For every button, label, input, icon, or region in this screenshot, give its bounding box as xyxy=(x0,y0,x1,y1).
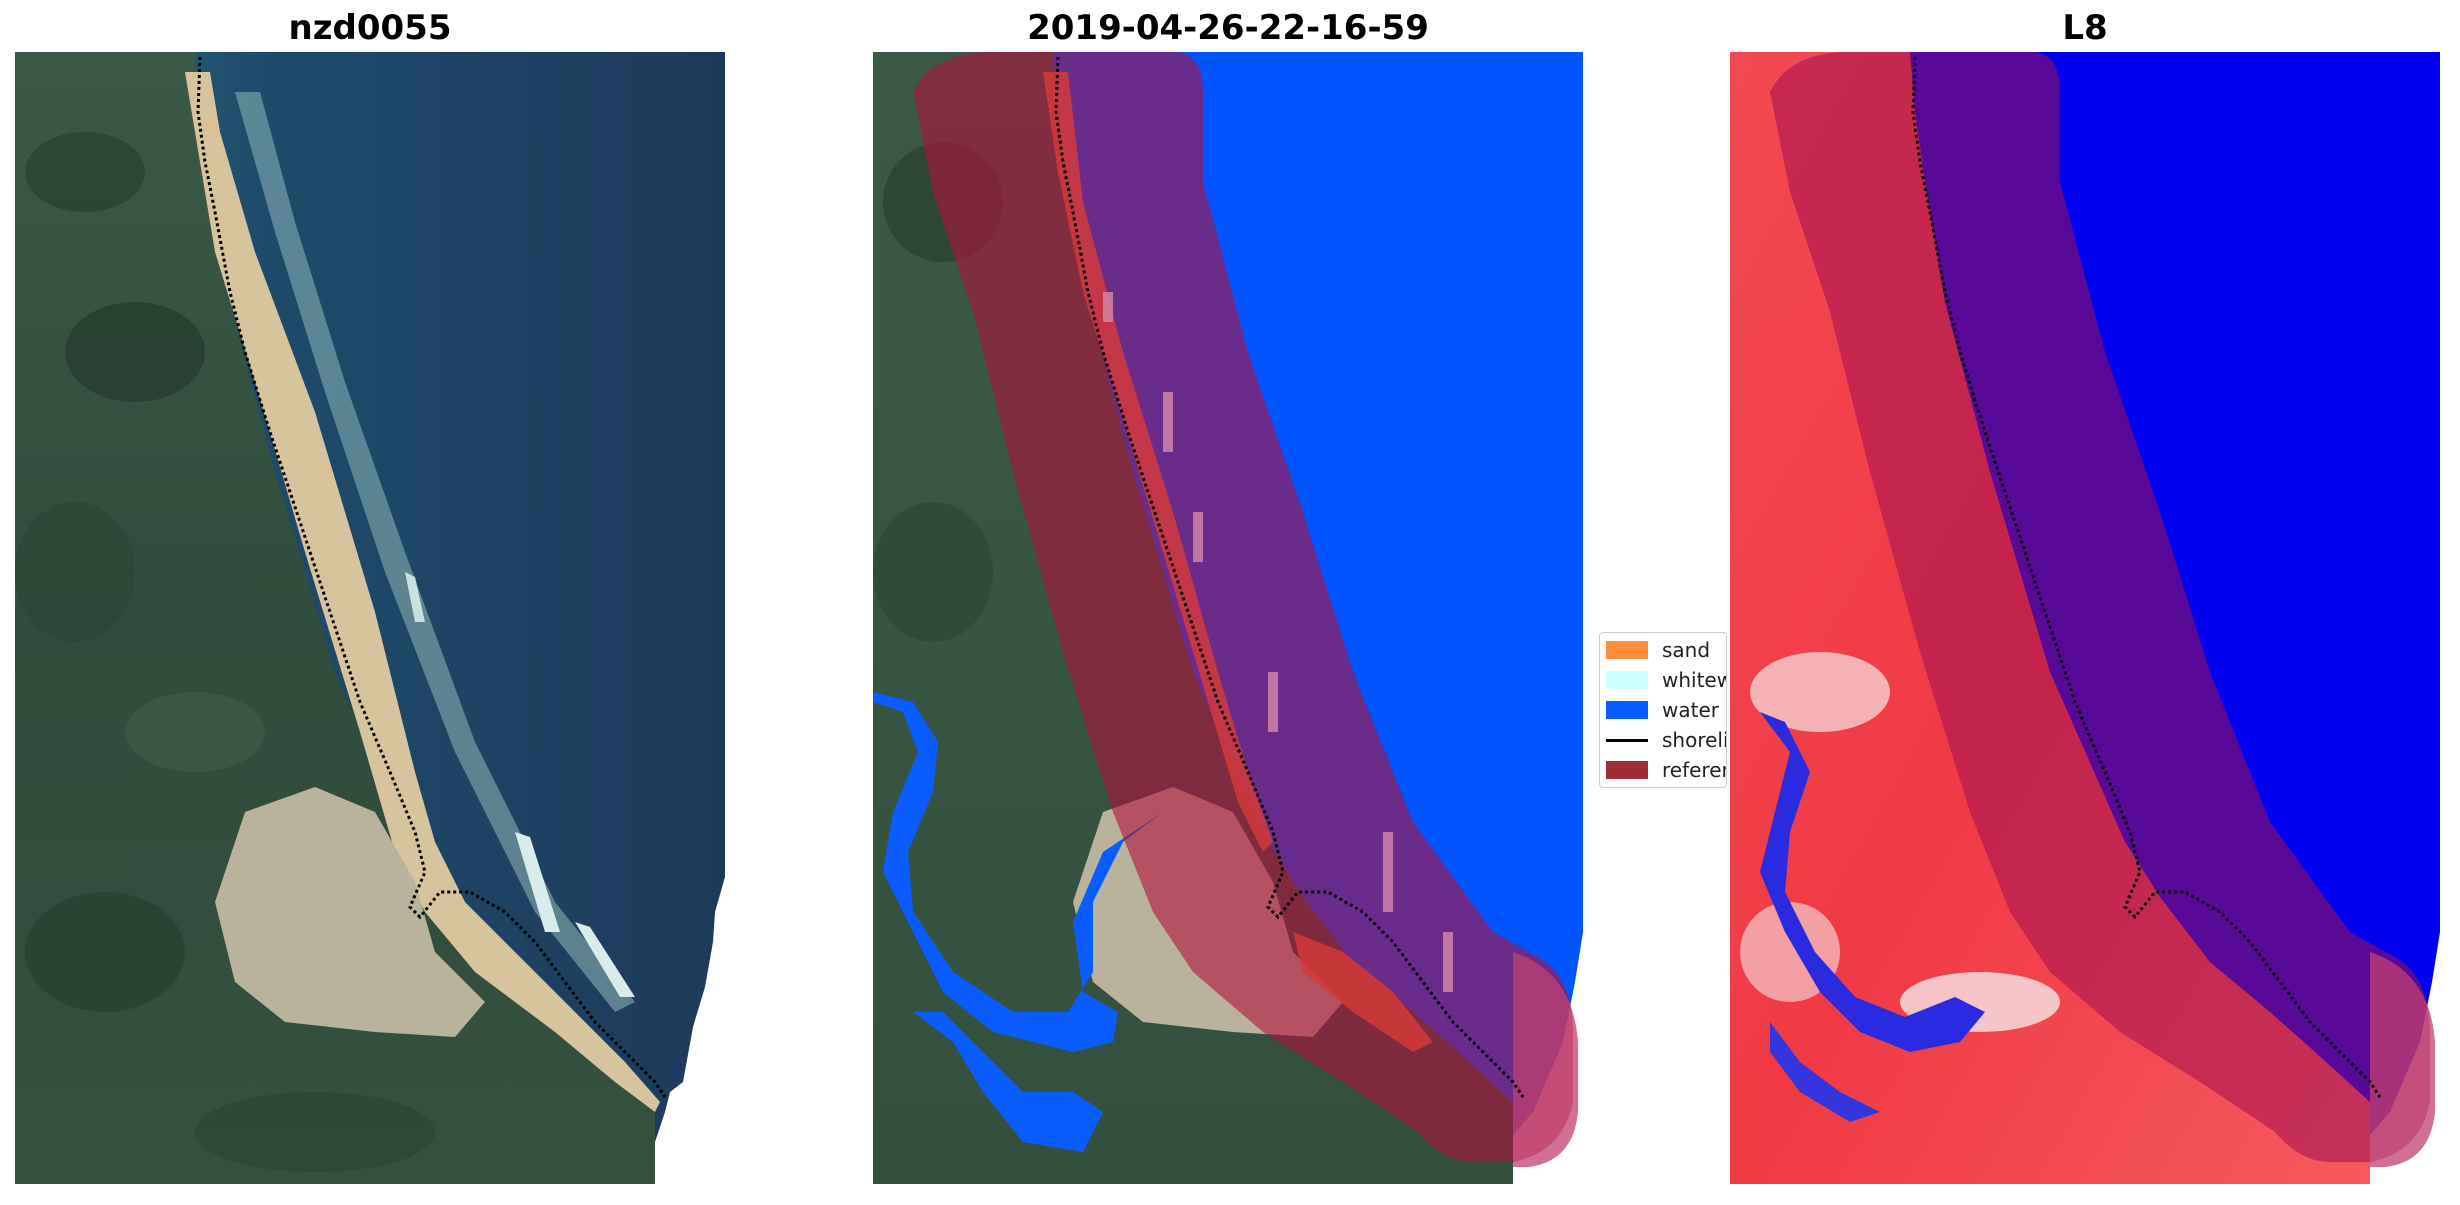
estuary-sand xyxy=(215,787,485,1037)
legend-item-reference: reference shoreline buffer xyxy=(1606,757,1726,783)
forest-patch xyxy=(125,692,265,772)
shoreline-line xyxy=(196,56,667,1098)
forest-patch xyxy=(25,132,145,212)
forest-patch xyxy=(25,892,185,1012)
shoreline-line xyxy=(1054,56,1525,1098)
whitewater-class xyxy=(1383,832,1393,912)
panel-title-rgb: nzd0055 xyxy=(288,8,452,48)
pale-patch xyxy=(1750,652,1890,732)
rgb-image-panel xyxy=(15,52,725,1184)
whitewater-swatch xyxy=(1606,671,1648,689)
legend-item-shoreline: shoreline xyxy=(1606,727,1726,753)
estuary-water xyxy=(873,692,1163,1052)
forest-patch xyxy=(65,302,205,402)
index-image-panel xyxy=(1730,52,2440,1184)
reference-buffer-lower xyxy=(2370,952,2435,1167)
whitewater-class xyxy=(1268,672,1278,732)
legend-item-water: water xyxy=(1606,697,1719,723)
shoreline-swatch xyxy=(1606,738,1648,742)
forest-patch xyxy=(195,1092,435,1172)
nodata-region xyxy=(640,872,725,1184)
reference-buffer xyxy=(1770,52,2430,1162)
reference-buffer-lower xyxy=(1513,952,1578,1167)
water-swatch xyxy=(1606,701,1648,719)
index-channel xyxy=(1770,1022,1880,1122)
sand-class xyxy=(1293,932,1433,1052)
sand-swatch xyxy=(1606,641,1648,659)
whitewater-class xyxy=(1163,392,1173,452)
panel-title-classified: 2019-04-26-22-16-59 xyxy=(1027,8,1429,48)
whitewater-class xyxy=(1193,512,1203,562)
estuary-water xyxy=(913,1012,1103,1152)
legend-label-reference: reference shoreline buffer xyxy=(1662,758,1726,782)
forest-patch xyxy=(15,502,135,642)
legend-label-shoreline: shoreline xyxy=(1662,728,1726,752)
legend-item-sand: sand xyxy=(1606,637,1710,663)
whitewater-class xyxy=(1103,292,1113,322)
surf-patch xyxy=(575,922,635,997)
panel-title-index: L8 xyxy=(2062,8,2108,48)
classified-image-panel xyxy=(873,52,1583,1184)
sand-class xyxy=(1043,72,1273,852)
surf-patch xyxy=(515,832,560,932)
reference-buffer xyxy=(913,52,1573,1162)
shoreline-line xyxy=(1911,56,2382,1098)
whitewater-class xyxy=(1443,932,1453,992)
surf-patch xyxy=(405,572,425,622)
forest-patch xyxy=(873,502,993,642)
index-channel xyxy=(1760,712,1985,1052)
legend-label-water: water xyxy=(1662,698,1719,722)
surf-band xyxy=(235,92,635,1012)
legend-label-sand: sand xyxy=(1662,638,1711,662)
reference-swatch xyxy=(1606,761,1648,779)
beach-sand xyxy=(185,72,660,1112)
